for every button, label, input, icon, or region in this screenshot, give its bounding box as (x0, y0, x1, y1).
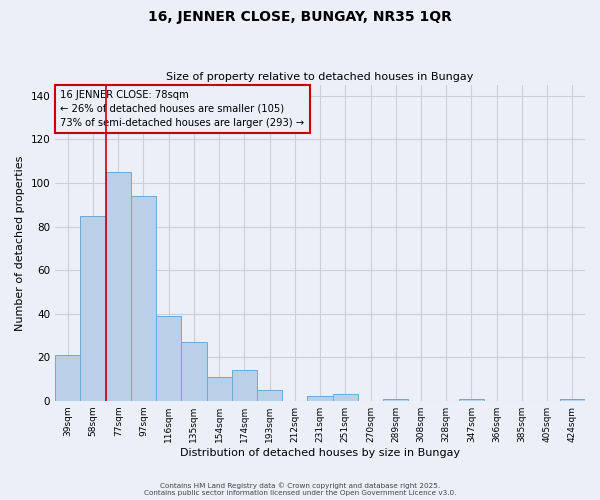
Bar (257, 390, 282, 400)
Bar (307, 396, 332, 400)
Bar (55, 355, 80, 401)
Bar (156, 316, 181, 400)
Bar (459, 398, 484, 400)
Title: Size of property relative to detached houses in Bungay: Size of property relative to detached ho… (166, 72, 474, 82)
Text: 16, JENNER CLOSE, BUNGAY, NR35 1QR: 16, JENNER CLOSE, BUNGAY, NR35 1QR (148, 10, 452, 24)
Bar (332, 394, 358, 400)
Bar (560, 398, 585, 400)
Bar (206, 377, 232, 400)
Bar (106, 172, 131, 400)
Text: Contains public sector information licensed under the Open Government Licence v3: Contains public sector information licen… (144, 490, 456, 496)
Bar (383, 398, 409, 400)
X-axis label: Distribution of detached houses by size in Bungay: Distribution of detached houses by size … (180, 448, 460, 458)
Text: Contains HM Land Registry data © Crown copyright and database right 2025.: Contains HM Land Registry data © Crown c… (160, 482, 440, 489)
Bar (232, 370, 257, 400)
Bar (80, 216, 106, 400)
Text: 16 JENNER CLOSE: 78sqm
← 26% of detached houses are smaller (105)
73% of semi-de: 16 JENNER CLOSE: 78sqm ← 26% of detached… (61, 90, 305, 128)
Bar (131, 196, 156, 400)
Bar (181, 342, 206, 400)
Y-axis label: Number of detached properties: Number of detached properties (15, 155, 25, 330)
